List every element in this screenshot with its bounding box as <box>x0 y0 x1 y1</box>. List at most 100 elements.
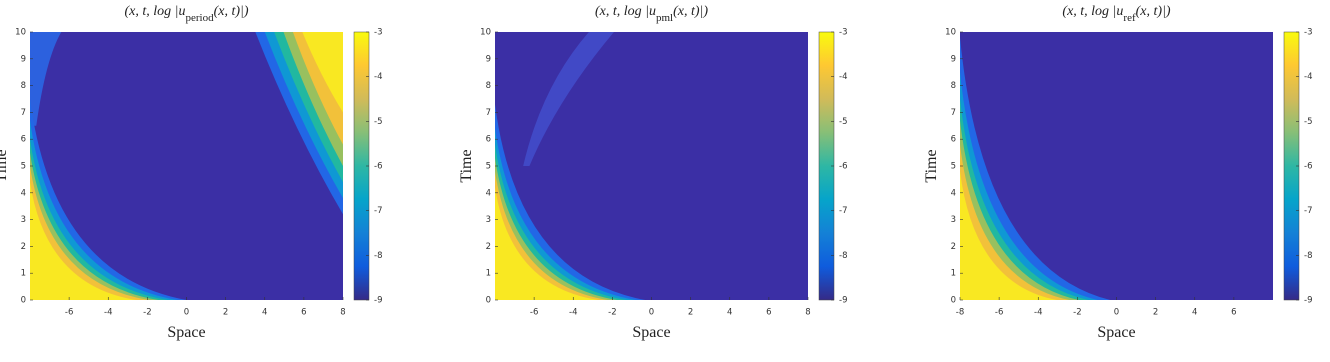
colorbar-tick-label: -9 <box>839 296 847 306</box>
colorbar-tick-label: -8 <box>374 251 382 261</box>
y-tick-label: 6 <box>21 135 26 145</box>
colorbar-tick-label: -7 <box>1304 206 1312 216</box>
x-tick-label: -2 <box>1073 308 1081 318</box>
y-tick-label: 10 <box>480 28 491 38</box>
y-tick-label: 2 <box>21 242 26 252</box>
y-axis-label: Time <box>458 149 475 182</box>
x-axis-label: Space <box>632 324 670 341</box>
heatmap <box>960 32 1273 300</box>
colorbar-tick-label: -5 <box>374 117 382 127</box>
heatmap-region <box>302 32 343 113</box>
panel: -6 -4 -2 0 2 4 6 8 0 1 2 3 4 5 6 7 8 9 10 (x, t, log |upml(… <box>458 4 847 341</box>
x-tick-label: -6 <box>995 308 1003 318</box>
x-tick-label: 0 <box>1114 308 1119 318</box>
y-tick-label: 10 <box>15 28 26 38</box>
heatmap-region <box>30 182 137 300</box>
x-tick-label: 4 <box>262 308 267 318</box>
chart-title: (x, t, log |upml(x, t)|) <box>595 4 708 24</box>
y-tick-label: 3 <box>486 215 491 225</box>
y-tick-label: 5 <box>21 162 26 172</box>
colorbar-tick-label: -5 <box>839 117 847 127</box>
title-subscript: pml <box>656 12 673 24</box>
colorbar-tick-label: -6 <box>374 162 382 172</box>
x-tick-label: -8 <box>956 308 964 318</box>
colorbar-tick-label: -3 <box>374 28 382 38</box>
colorbar-tick-label: -6 <box>1304 162 1312 172</box>
y-tick-label: 9 <box>951 54 956 64</box>
x-tick-label: 2 <box>688 308 693 318</box>
title-subscript: period <box>185 12 214 24</box>
colorbar-tick-label: -7 <box>839 206 847 216</box>
y-tick-label: 4 <box>486 188 491 198</box>
y-tick-label: 1 <box>21 269 26 279</box>
y-tick-label: 6 <box>951 135 956 145</box>
x-tick-label: -6 <box>65 308 73 318</box>
y-tick-label: 9 <box>486 54 491 64</box>
chart-title: (x, t, log |uref(x, t)|) <box>1062 4 1171 24</box>
title-text: (x, t, log |u <box>595 4 656 19</box>
y-axis-label: Time <box>923 149 940 182</box>
y-tick-label: 5 <box>486 162 491 172</box>
heatmap <box>495 32 808 300</box>
colorbar-tick-label: -3 <box>1304 28 1312 38</box>
y-tick-label: 4 <box>951 188 956 198</box>
colorbar-tick-label: -6 <box>839 162 847 172</box>
x-tick-label: 6 <box>766 308 771 318</box>
y-tick-label: 2 <box>951 242 956 252</box>
x-tick-label: 0 <box>184 308 189 318</box>
x-tick-label: 6 <box>1231 308 1236 318</box>
colorbar-tick-label: -8 <box>839 251 847 261</box>
y-tick-label: 4 <box>21 188 26 198</box>
y-tick-label: 9 <box>21 54 26 64</box>
colorbar-tick-label: -7 <box>374 206 382 216</box>
title-text: (x, t, log |u <box>1062 4 1123 19</box>
x-tick-label: -4 <box>569 308 577 318</box>
y-tick-label: 3 <box>21 215 26 225</box>
title-text: (x, t)|) <box>214 4 249 19</box>
colorbar-tick-label: -4 <box>1304 72 1312 82</box>
y-tick-label: 1 <box>486 269 491 279</box>
y-tick-label: 0 <box>486 296 491 306</box>
x-tick-label: -4 <box>1034 308 1042 318</box>
y-tick-label: 7 <box>486 108 491 118</box>
y-tick-label: 3 <box>951 215 956 225</box>
y-tick-label: 2 <box>486 242 491 252</box>
colorbar-tick-label: -5 <box>1304 117 1312 127</box>
colorbar-tick-label: -4 <box>839 72 847 82</box>
colorbar-tick-label: -4 <box>374 72 382 82</box>
panel: -8 -6 -4 -2 0 2 4 6 0 1 2 3 4 5 6 7 8 9 10 (x, t, log |uref… <box>923 4 1312 341</box>
y-tick-label: 0 <box>21 296 26 306</box>
x-axis-label: Space <box>1097 324 1135 341</box>
panel: -6 -4 -2 0 2 4 6 8 0 1 2 3 4 5 6 7 8 9 10 (x, t, log |uperi… <box>0 4 382 341</box>
heatmap-region <box>495 187 599 300</box>
y-axis-label: Time <box>0 149 10 182</box>
title-subscript: ref <box>1123 12 1136 24</box>
x-tick-label: 0 <box>649 308 654 318</box>
x-tick-label: 6 <box>301 308 306 318</box>
y-tick-label: 10 <box>945 28 956 38</box>
x-tick-label: 2 <box>1153 308 1158 318</box>
colorbar-tick-label: -8 <box>1304 251 1312 261</box>
title-text: (x, t, log |u <box>124 4 185 19</box>
y-tick-label: 8 <box>486 81 491 91</box>
x-tick-label: -4 <box>104 308 112 318</box>
colorbar-tick-label: -9 <box>1304 296 1312 306</box>
title-text: (x, t)|) <box>673 4 708 19</box>
x-tick-label: 2 <box>223 308 228 318</box>
heatmap-region <box>960 171 1058 300</box>
x-tick-label: -2 <box>608 308 616 318</box>
y-tick-label: 8 <box>951 81 956 91</box>
y-tick-label: 7 <box>21 108 26 118</box>
y-tick-label: 6 <box>486 135 491 145</box>
colorbar-tick-label: -9 <box>374 296 382 306</box>
colorbar-tick-label: -3 <box>839 28 847 38</box>
y-tick-label: 7 <box>951 108 956 118</box>
x-tick-label: 8 <box>805 308 810 318</box>
heatmap-region <box>30 32 62 126</box>
heatmap-region <box>523 32 614 166</box>
x-tick-label: -2 <box>143 308 151 318</box>
x-tick-label: 4 <box>1192 308 1197 318</box>
title-text: (x, t)|) <box>1136 4 1171 19</box>
y-tick-label: 5 <box>951 162 956 172</box>
